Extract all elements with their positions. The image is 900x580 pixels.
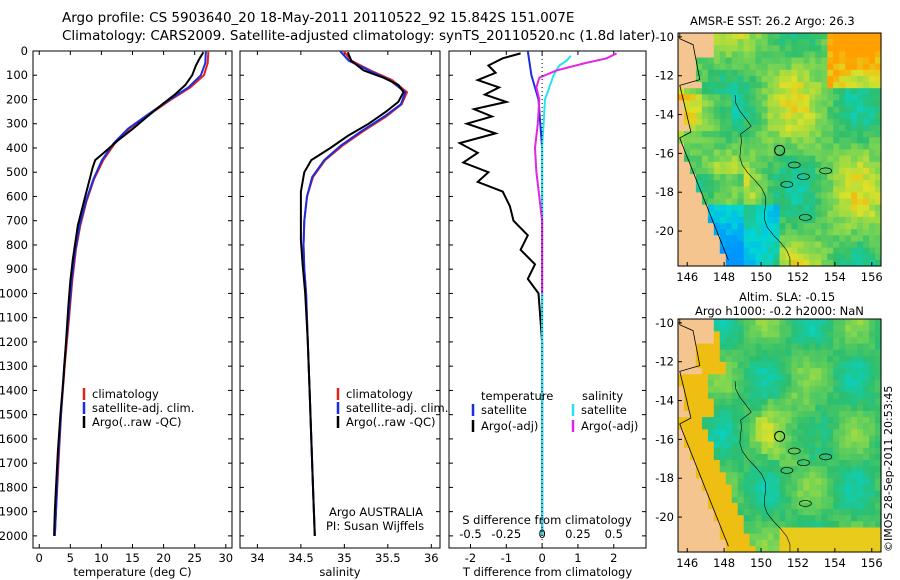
legend-entry: satellite	[581, 403, 627, 417]
legend-title-temperature: temperature	[481, 389, 553, 403]
legend-entry: Argo(..raw -QC)	[346, 415, 436, 429]
y-tick-label: 600	[6, 189, 28, 203]
y-tick-label: 1000	[0, 286, 28, 300]
sst-map-title: AMSR-E SST: 26.2 Argo: 26.3	[690, 14, 855, 28]
y-tick-label: 700	[6, 214, 28, 228]
legend-entry: Argo(-adj)	[581, 419, 638, 433]
y-tick-label: 1500	[0, 408, 28, 422]
x-tick-label: 15	[125, 551, 140, 565]
x-tick-label: 35.5	[375, 551, 401, 565]
x-tick-label: -2	[465, 551, 476, 565]
series-line-satellite	[526, 50, 544, 536]
y-tick-label: 1100	[0, 311, 28, 325]
series-line-climatology	[53, 50, 210, 536]
y-tick-label: 500	[6, 165, 28, 179]
y-tick-label: 1900	[0, 505, 28, 519]
y-tick-label: 400	[6, 141, 28, 155]
x-tick-label: 1	[574, 551, 581, 565]
x2-tick-label: 0.25	[565, 527, 591, 541]
y-tick-label: 1400	[0, 383, 28, 397]
y-tick-label: 900	[6, 262, 28, 276]
legend-entry: satellite-adj. clim.	[346, 401, 448, 415]
y-tick-label: 1600	[0, 432, 28, 446]
series-line-satelliteadjclim	[53, 50, 207, 536]
x-tick-label: 10	[94, 551, 109, 565]
y-tick-label: 1700	[0, 456, 28, 470]
x-tick-label: 35	[337, 551, 352, 565]
series-line-argoadj	[533, 52, 618, 294]
x-tick-label: 30	[218, 551, 233, 565]
legend-entry: satellite-adj. clim.	[92, 401, 194, 415]
x-tick-label: -1	[501, 551, 512, 565]
x-tick-label: 5	[67, 551, 74, 565]
y-tick-label: 2000	[0, 529, 28, 543]
x-axis-label: T difference from climatology	[462, 565, 633, 579]
x-axis-label: salinity	[319, 565, 360, 579]
figure-title-line2: Climatology: CARS2009. Satellite-adjuste…	[62, 28, 656, 44]
legend-entry: climatology	[92, 387, 159, 401]
x-axis-label: temperature (deg C)	[73, 565, 191, 579]
legend-entry: Argo(-adj)	[481, 419, 538, 433]
figure-title-line1: Argo profile: CS 5903640_20 18-May-2011 …	[62, 10, 575, 26]
series-line-satelliteadjclim	[302, 50, 407, 536]
series-line-argorawqc	[299, 51, 405, 536]
y-tick-label: 0	[21, 44, 28, 58]
y-tick-label: 1200	[0, 335, 28, 349]
x-tick-label: 0	[538, 551, 545, 565]
x2-tick-label: -0.25	[491, 527, 521, 541]
sla-map-subtitle: Argo h1000: -0.2 h2000: NaN	[695, 304, 864, 318]
x2-tick-label: -0.5	[459, 527, 481, 541]
series-line-satellite	[541, 55, 572, 536]
y-tick-label: 800	[6, 238, 28, 252]
y-tick-label: 300	[6, 117, 28, 131]
y-tick-label: 100	[6, 68, 28, 82]
y-tick-label: 1800	[0, 480, 28, 494]
y-tick-label: 200	[6, 92, 28, 106]
x-tick-label: 2	[610, 551, 617, 565]
plot-frame-1	[239, 50, 441, 549]
series-line-climatology	[302, 50, 409, 536]
x2-axis-label: S difference from climatology	[462, 513, 632, 527]
x-tick-label: 34.5	[288, 551, 314, 565]
series-line-argoadj	[457, 52, 544, 536]
series-line-argorawqc	[53, 51, 205, 536]
x-tick-label: 36	[424, 551, 439, 565]
legend-entry: satellite	[481, 403, 527, 417]
x-tick-label: 25	[187, 551, 202, 565]
credit-line2: PI: Susan Wijffels	[326, 519, 424, 533]
legend-title-salinity: salinity	[582, 389, 623, 403]
x-tick-label: 34	[250, 551, 265, 565]
legend-entry: climatology	[346, 387, 413, 401]
plot-frame-2	[448, 50, 647, 549]
y-tick-label: 1300	[0, 359, 28, 373]
sla-map-title: Altim. SLA: -0.15	[739, 290, 836, 304]
x2-tick-label: 0	[538, 527, 545, 541]
x-tick-label: 0	[36, 551, 43, 565]
x-tick-label: 20	[156, 551, 171, 565]
credit-line1: Argo AUSTRALIA	[329, 505, 423, 519]
timestamp-stamp: ©IMOS 28-Sep-2011 20:53:45	[882, 385, 895, 552]
legend-entry: Argo(..raw -QC)	[92, 415, 182, 429]
x2-tick-label: 0.5	[605, 527, 623, 541]
